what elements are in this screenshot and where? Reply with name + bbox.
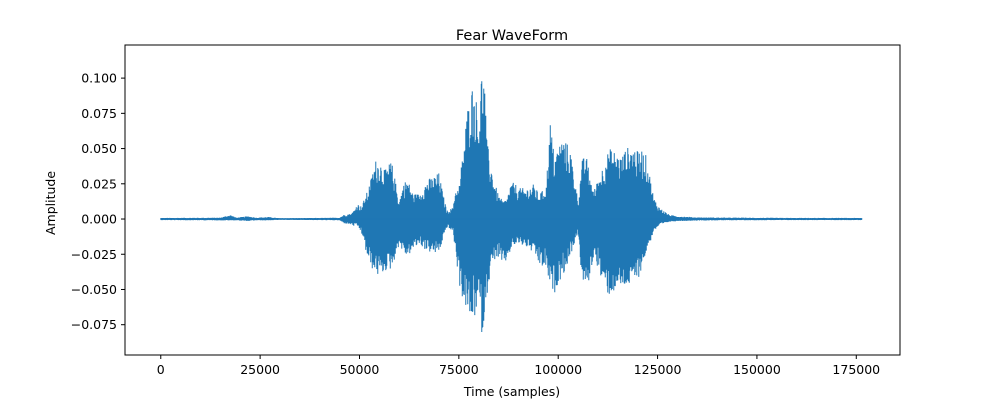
- x-tick-label: 0: [157, 362, 165, 377]
- y-tick-label: −0.025: [71, 247, 117, 262]
- chart-title: Fear WaveForm: [456, 28, 568, 44]
- y-tick-label: 0.075: [81, 106, 117, 121]
- x-tick-label: 25000: [240, 362, 280, 377]
- x-tick-label: 100000: [534, 362, 582, 377]
- y-axis-label: Amplitude: [43, 171, 58, 235]
- x-tick-label: 125000: [634, 362, 682, 377]
- y-tick-label: −0.050: [71, 282, 117, 297]
- x-tick-label: 175000: [832, 362, 880, 377]
- plot-frame: [124, 44, 901, 356]
- x-tick-label: 150000: [733, 362, 781, 377]
- y-tick-label: −0.075: [71, 317, 117, 332]
- waveform-layer: [160, 81, 863, 333]
- y-tick-label: 0.025: [81, 176, 117, 191]
- y-tick-label: 0.100: [81, 71, 117, 86]
- y-tick-label: 0.050: [81, 141, 117, 156]
- x-axis-label: Time (samples): [463, 384, 560, 399]
- x-tick-label: 75000: [439, 362, 479, 377]
- x-tick-label: 50000: [340, 362, 380, 377]
- y-tick-label: 0.000: [81, 212, 117, 227]
- y-axis-ticks: −0.075 −0.050 −0.025 0.000 0.025 0.050 0.075 0.…: [71, 71, 125, 332]
- x-axis-ticks: 0 25000 50000 75000 100000 125000 150000 175000: [157, 355, 880, 377]
